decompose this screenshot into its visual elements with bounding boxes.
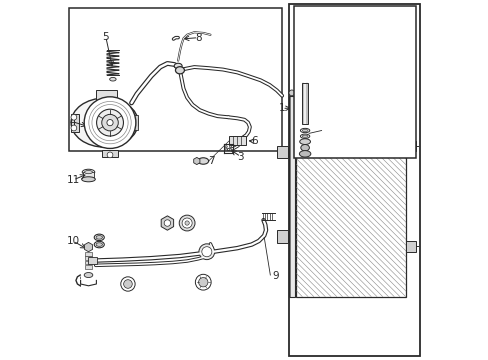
Ellipse shape xyxy=(82,169,95,175)
Ellipse shape xyxy=(96,235,102,239)
Bar xyxy=(229,136,245,145)
Ellipse shape xyxy=(84,171,92,174)
Bar xyxy=(277,230,287,243)
Circle shape xyxy=(224,148,227,150)
Circle shape xyxy=(229,145,231,148)
Circle shape xyxy=(288,90,294,96)
Ellipse shape xyxy=(71,98,138,147)
Bar xyxy=(132,116,138,130)
Bar xyxy=(69,8,282,151)
Ellipse shape xyxy=(94,241,104,248)
Bar xyxy=(85,256,92,260)
Circle shape xyxy=(202,247,211,257)
Bar xyxy=(296,96,405,297)
Ellipse shape xyxy=(302,130,307,132)
Bar xyxy=(289,4,419,356)
Circle shape xyxy=(164,220,170,226)
Bar xyxy=(288,96,294,297)
Circle shape xyxy=(195,274,211,290)
Ellipse shape xyxy=(302,135,307,137)
Bar xyxy=(293,6,415,158)
Circle shape xyxy=(182,218,192,228)
Text: 2: 2 xyxy=(324,126,330,135)
Circle shape xyxy=(84,97,136,148)
Bar xyxy=(102,150,118,157)
Bar xyxy=(85,252,92,256)
Text: 1: 1 xyxy=(278,103,285,113)
Bar xyxy=(71,114,79,132)
Bar xyxy=(407,90,414,98)
Circle shape xyxy=(107,152,113,158)
Text: 11: 11 xyxy=(66,175,80,185)
Bar xyxy=(85,265,92,269)
Ellipse shape xyxy=(175,67,184,74)
Bar xyxy=(405,241,415,252)
Text: 4: 4 xyxy=(70,117,76,127)
Text: 7: 7 xyxy=(208,156,214,166)
Ellipse shape xyxy=(96,243,102,246)
Ellipse shape xyxy=(300,134,309,138)
Ellipse shape xyxy=(84,273,93,278)
Circle shape xyxy=(198,278,207,287)
Bar xyxy=(405,140,415,151)
Bar xyxy=(277,146,287,158)
Text: 8: 8 xyxy=(195,33,202,42)
Bar xyxy=(301,83,308,125)
Ellipse shape xyxy=(81,177,95,182)
Bar xyxy=(85,261,92,264)
Text: 9: 9 xyxy=(272,271,279,281)
Circle shape xyxy=(229,148,231,150)
Circle shape xyxy=(179,215,195,231)
Ellipse shape xyxy=(299,150,310,157)
Circle shape xyxy=(199,244,214,260)
Text: 10: 10 xyxy=(66,236,80,246)
Ellipse shape xyxy=(198,158,208,164)
Text: 6: 6 xyxy=(251,136,257,146)
Bar xyxy=(83,172,93,179)
Circle shape xyxy=(123,280,132,288)
Circle shape xyxy=(121,277,135,291)
Bar xyxy=(88,257,97,264)
Circle shape xyxy=(71,114,77,120)
Ellipse shape xyxy=(300,129,309,133)
Bar xyxy=(298,87,403,89)
Text: 5: 5 xyxy=(102,32,109,41)
Circle shape xyxy=(107,120,113,126)
Ellipse shape xyxy=(299,139,310,144)
Bar xyxy=(96,90,117,101)
Circle shape xyxy=(102,114,118,131)
Ellipse shape xyxy=(300,144,309,151)
Ellipse shape xyxy=(109,77,116,81)
Text: 3: 3 xyxy=(237,152,244,162)
Circle shape xyxy=(224,145,227,148)
Ellipse shape xyxy=(174,63,182,69)
Ellipse shape xyxy=(94,234,104,240)
Circle shape xyxy=(184,221,189,225)
Circle shape xyxy=(71,125,77,131)
Circle shape xyxy=(97,109,123,136)
